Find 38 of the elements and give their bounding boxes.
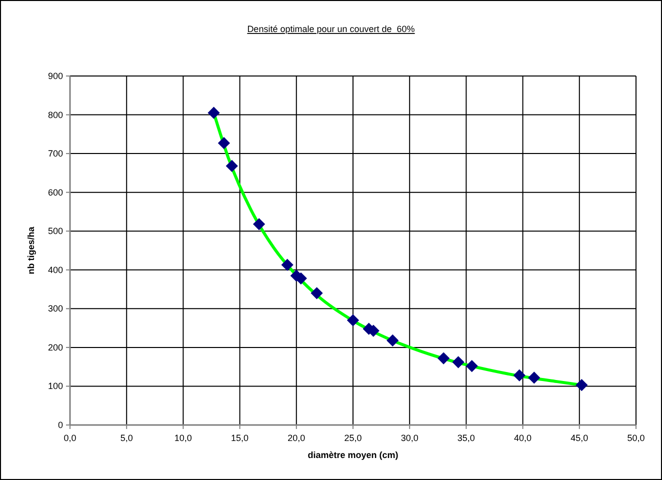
- point: [282, 259, 294, 271]
- x-tick-label: 40,0: [514, 433, 532, 443]
- point: [226, 160, 238, 172]
- x-tick-label: 5,0: [120, 433, 133, 443]
- point: [347, 314, 359, 326]
- x-tick-label: 20,0: [288, 433, 306, 443]
- point: [438, 352, 450, 364]
- x-tick-label: 30,0: [400, 433, 418, 443]
- point: [311, 287, 323, 299]
- point: [514, 370, 526, 382]
- y-tick-label: 900: [48, 71, 63, 81]
- point: [466, 360, 478, 372]
- chart-title: Densité optimale pour un couvert de 60%: [247, 24, 415, 34]
- y-tick-label: 600: [48, 187, 63, 198]
- y-tick-label: 700: [48, 148, 63, 159]
- y-tick-label: 200: [48, 342, 63, 352]
- point: [253, 218, 265, 230]
- x-tick-label: 0,0: [64, 433, 76, 443]
- x-axis-title: diamètre moyen (cm): [308, 450, 398, 460]
- point: [576, 379, 588, 391]
- y-tick-label: 400: [48, 264, 63, 275]
- x-tick-label: 50,0: [627, 433, 645, 443]
- y-tick-label: 800: [48, 110, 63, 120]
- point: [208, 107, 220, 119]
- y-tick-label: 100: [48, 381, 63, 392]
- y-tick-label: 0: [58, 420, 63, 430]
- x-tick-label: 10,0: [174, 433, 192, 443]
- x-tick-label: 45,0: [570, 433, 588, 443]
- y-tick-label: 500: [48, 226, 63, 236]
- y-tick-label: 300: [48, 304, 63, 314]
- point: [218, 137, 230, 149]
- point: [528, 372, 540, 384]
- x-tick-label: 15,0: [231, 433, 249, 443]
- y-axis-title: nb tiges/ha: [26, 226, 36, 274]
- x-tick-label: 25,0: [344, 433, 362, 443]
- point: [386, 334, 398, 346]
- point: [452, 356, 464, 368]
- x-tick-label: 35,0: [457, 433, 475, 443]
